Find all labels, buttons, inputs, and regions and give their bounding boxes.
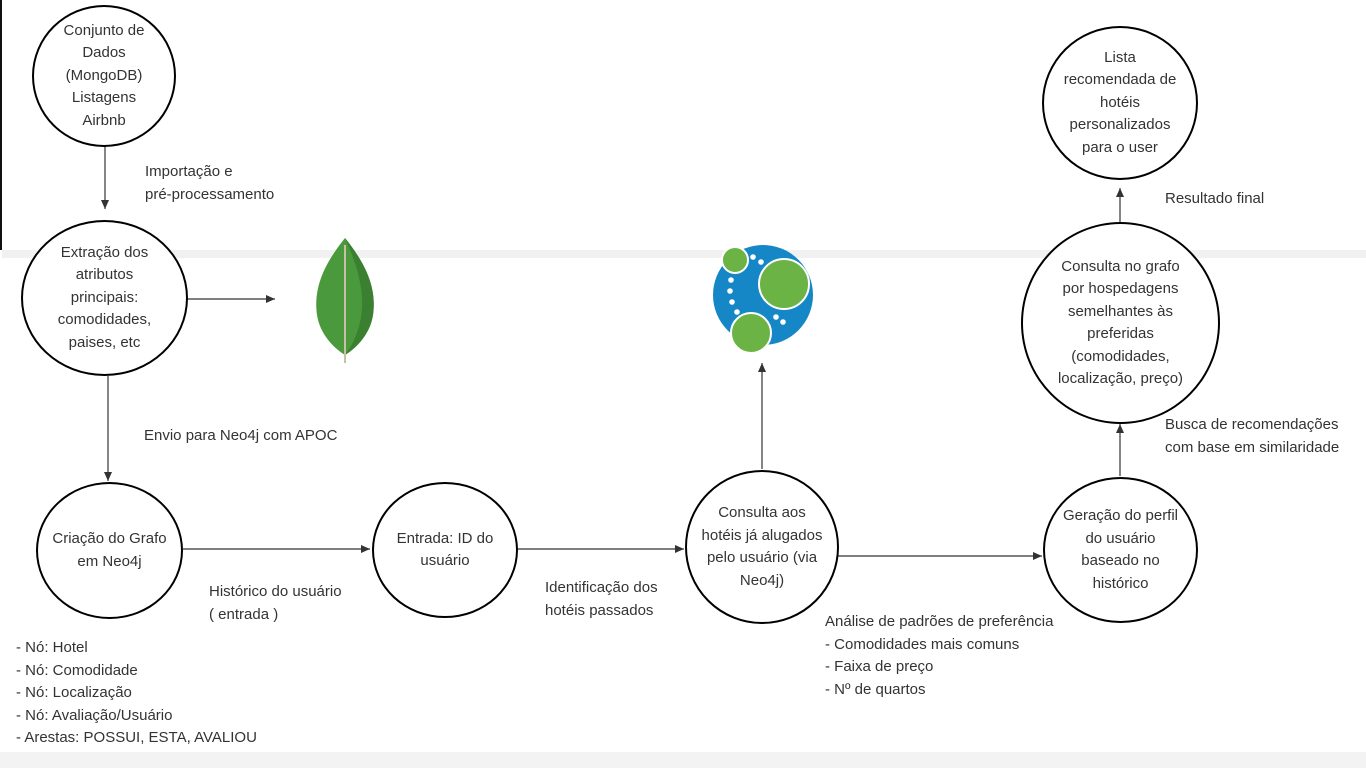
node-user-input: Entrada: ID do usuário [372,482,518,618]
node-dataset: Conjunto de Dados (MongoDB) Listagens Ai… [32,5,176,147]
label-import: Importação e pré-processamento [145,163,275,203]
node-graph-creation-text: Criação do Grafo em Neo4j [52,530,167,570]
node-profile-text: Geração do perfil do usuário baseado no … [1062,507,1179,592]
label-identify: Identificação dos hotéis passados [545,579,658,619]
label-send-neo4j: Envio para Neo4j com APOC [144,427,338,444]
node-result-list: Lista recomendada de hotéis personalizad… [1042,26,1198,180]
node-hotel-query: Consulta aos hotéis já alugados pelo usu… [685,470,839,624]
separator-band [2,250,1366,258]
label-analysis: Análise de padrões de preferência - Como… [825,613,1054,698]
node-user-input-text: Entrada: ID do usuário [396,529,494,570]
bottom-band [0,752,1366,768]
mongodb-leaf-icon [316,238,374,363]
node-hotel-query-text: Consulta aos hotéis já alugados pelo usu… [701,504,823,589]
node-graph-query: Consulta no grafo por hospedagens semelh… [1021,222,1220,424]
note-graph-schema: - Nó: Hotel - Nó: Comodidade - Nó: Local… [16,639,257,746]
label-history: Histórico do usuário ( entrada ) [209,583,342,623]
neo4j-graph-icon [713,245,813,354]
node-extraction: Extração dos atributos principais: comod… [21,220,188,376]
node-result-list-text: Lista recomendada de hotéis personalizad… [1063,48,1177,156]
label-final: Resultado final [1165,190,1265,207]
node-extraction-text: Extração dos atributos principais: comod… [57,243,152,351]
node-graph-query-text: Consulta no grafo por hospedagens semelh… [1057,257,1184,388]
node-profile: Geração do perfil do usuário baseado no … [1043,477,1198,623]
node-graph-creation: Criação do Grafo em Neo4j [36,482,183,619]
left-edge-line [0,0,2,250]
label-search: Busca de recomendações com base em simil… [1165,416,1340,456]
node-dataset-text: Conjunto de Dados (MongoDB) Listagens Ai… [63,21,145,129]
